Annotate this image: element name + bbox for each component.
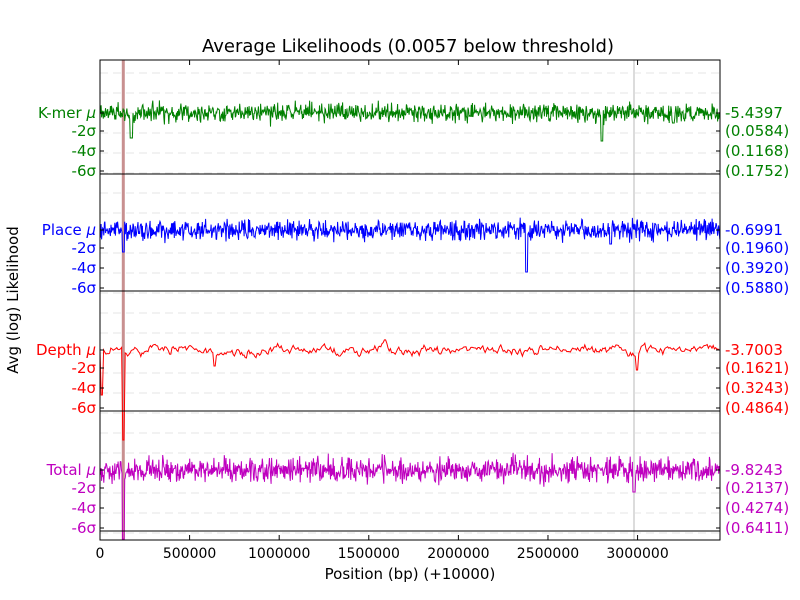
- sigma-label: -4σ: [72, 142, 97, 160]
- sd-value: (0.5880): [725, 279, 789, 297]
- right-band-values: -5.4397(0.0584)(0.1168)(0.1752)-0.6991(0…: [725, 104, 789, 537]
- sigma-label: -2σ: [72, 239, 97, 257]
- sigma-label: -4σ: [72, 499, 97, 517]
- band-label: Depth μ: [36, 341, 96, 359]
- x-tick-label: 2500000: [517, 546, 579, 562]
- sd-value: (0.1168): [725, 142, 789, 160]
- sd-value: (0.3243): [725, 379, 789, 397]
- axis-ticks: 0 500000 1000000 1500000 2000000 2500000 30000…: [96, 60, 720, 562]
- y-axis-label: Avg (log) Likelihood: [4, 226, 22, 374]
- x-tick-label: 1000000: [248, 546, 310, 562]
- sigma-label: -2σ: [72, 479, 97, 497]
- sd-value: (0.6411): [725, 519, 789, 537]
- x-tick-label: 1500000: [338, 546, 400, 562]
- plot-frame: [99, 59, 721, 541]
- threshold-lines: [100, 173, 720, 532]
- sd-value: (0.1960): [725, 239, 789, 257]
- mean-value: -5.4397: [725, 104, 783, 122]
- sigma-label: -4σ: [72, 379, 97, 397]
- band-label: Place μ: [42, 221, 96, 239]
- series-line-k-mer: [99, 100, 721, 142]
- x-tick-label: 500000: [163, 546, 216, 562]
- series-line-total: [99, 452, 721, 540]
- sd-value: (0.0584): [725, 122, 789, 140]
- mean-symbol: μ: [85, 221, 96, 239]
- sd-value: (0.2137): [725, 479, 789, 497]
- sigma-label: -6σ: [72, 519, 97, 537]
- x-axis-label: Position (bp) (+10000): [325, 565, 496, 583]
- mean-value: -9.8243: [725, 461, 783, 479]
- sigma-label: -6σ: [72, 279, 97, 297]
- sigma-label: -6σ: [72, 162, 97, 180]
- series-name: Depth: [36, 341, 86, 359]
- band-label: K-mer μ: [38, 104, 96, 122]
- series-name: K-mer: [38, 104, 86, 122]
- series-traces: [99, 100, 721, 540]
- chart-title: Average Likelihoods (0.0057 below thresh…: [202, 36, 614, 57]
- series-name: Place: [42, 221, 87, 239]
- sd-value: (0.1752): [725, 162, 789, 180]
- mean-symbol: μ: [85, 461, 96, 479]
- sigma-label: -6σ: [72, 399, 97, 417]
- series-name: Total: [46, 461, 87, 479]
- sd-value: (0.3920): [725, 259, 789, 277]
- series-line-depth: [99, 339, 720, 441]
- sigma-label: -2σ: [72, 122, 97, 140]
- sd-value: (0.4864): [725, 399, 789, 417]
- band-label: Total μ: [46, 461, 96, 479]
- series-line-place: [99, 217, 721, 273]
- mean-value: -0.6991: [725, 221, 783, 239]
- x-tick-label: 2000000: [427, 546, 489, 562]
- mean-symbol: μ: [85, 341, 96, 359]
- sd-value: (0.1621): [725, 359, 789, 377]
- sd-value: (0.4274): [725, 499, 789, 517]
- position-highlights: [121, 60, 635, 540]
- mean-symbol: μ: [85, 104, 96, 122]
- x-tick-label: 3000000: [606, 546, 668, 562]
- mean-value: -3.7003: [725, 341, 783, 359]
- sigma-label: -2σ: [72, 359, 97, 377]
- sigma-label: -4σ: [72, 259, 97, 277]
- x-tick-label: 0: [96, 546, 105, 562]
